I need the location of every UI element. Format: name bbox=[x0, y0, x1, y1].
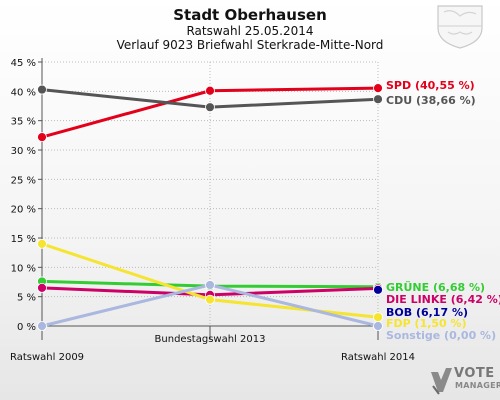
x-tick-label: Ratswahl 2014 bbox=[341, 352, 415, 363]
y-tick-label: 30 % bbox=[11, 146, 36, 157]
series-end-label: Sonstige (0,00 %) bbox=[386, 329, 496, 342]
logo-text-manager: MANAGER bbox=[455, 381, 500, 390]
series-end-label: FDP (1,50 %) bbox=[386, 317, 467, 330]
data-point bbox=[205, 294, 215, 305]
series-end-label: CDU (38,66 %) bbox=[386, 94, 476, 107]
x-tick-label: Bundestagswahl 2013 bbox=[155, 334, 266, 345]
y-tick-label: 45 % bbox=[11, 58, 36, 69]
y-tick-label: 10 % bbox=[11, 263, 36, 274]
y-tick-label: 15 % bbox=[11, 234, 36, 245]
series-end-label: DIE LINKE (6,42 %) bbox=[386, 293, 500, 306]
data-point bbox=[37, 282, 47, 293]
data-point bbox=[37, 132, 47, 142]
data-point bbox=[37, 321, 47, 331]
vote-manager-logo: VOTE MANAGER bbox=[428, 366, 500, 398]
y-tick-label: 5 % bbox=[17, 293, 36, 304]
y-tick-label: 25 % bbox=[11, 175, 36, 186]
data-point bbox=[205, 102, 215, 113]
data-point bbox=[373, 284, 383, 295]
data-point bbox=[205, 85, 215, 96]
y-tick-label: 20 % bbox=[11, 205, 36, 216]
x-tick-label: Ratswahl 2009 bbox=[10, 352, 84, 363]
vote-manager-mark-icon bbox=[431, 368, 452, 395]
series-end-label: GRÜNE (6,68 %) bbox=[386, 280, 485, 294]
y-tick-label: 0 % bbox=[17, 322, 36, 333]
chart-subsubtitle: Verlauf 9023 Briefwahl Sterkrade-Mitte-N… bbox=[116, 38, 384, 52]
y-tick-label: 35 % bbox=[11, 117, 36, 128]
coat-of-arms-icon bbox=[437, 5, 483, 49]
chart-title: Stadt Oberhausen bbox=[173, 6, 327, 24]
chart-subtitle: Ratswahl 25.05.2014 bbox=[186, 24, 314, 38]
y-tick-label: 40 % bbox=[11, 87, 36, 98]
logo-text-vote: VOTE bbox=[454, 366, 495, 381]
data-point bbox=[373, 312, 383, 323]
data-point bbox=[37, 238, 47, 249]
series-end-label: SPD (40,55 %) bbox=[386, 79, 475, 92]
data-point bbox=[373, 94, 383, 105]
data-point bbox=[205, 280, 215, 290]
data-point bbox=[37, 84, 47, 95]
data-point bbox=[373, 83, 383, 94]
series-end-label: BOB (6,17 %) bbox=[386, 306, 468, 319]
data-point bbox=[373, 321, 383, 331]
